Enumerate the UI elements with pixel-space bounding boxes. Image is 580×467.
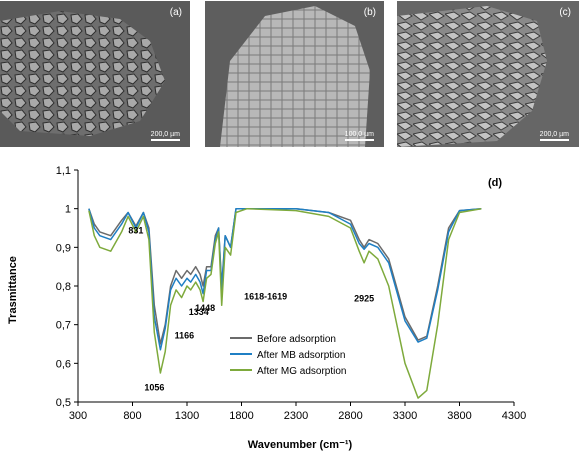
y-tick-label: 0,8 [56, 281, 71, 293]
x-tick-label: 2800 [338, 410, 362, 422]
y-tick-label: 0,5 [56, 397, 71, 409]
panel-label-c: (c) [559, 7, 571, 18]
peak-label: 831 [128, 226, 143, 236]
x-tick-label: 3800 [447, 410, 471, 422]
scale-bar-text-c: 200,0 µm [539, 131, 569, 138]
peak-label: 2925 [354, 293, 374, 303]
legend-entry: After MG adsorption [257, 366, 346, 377]
series-line-3 [88, 207, 482, 399]
legend-entry: After MB adsorption [257, 350, 345, 361]
x-tick-label: 4300 [502, 410, 526, 422]
sem-panel-a: (a) 200,0 µm [0, 1, 190, 147]
scale-bar-c: 200,0 µm [539, 131, 569, 141]
panel-label-b: (b) [363, 7, 376, 18]
x-tick-label: 2300 [284, 410, 308, 422]
y-tick-label: 1,1 [56, 165, 71, 177]
scale-bar-text-a: 200,0 µm [150, 131, 180, 138]
scale-bar-b: 100,0 µm [344, 131, 374, 141]
x-tick-label: 1300 [175, 410, 199, 422]
peak-label: 1334 [189, 307, 209, 317]
ftir-chart: 0,5 0,6 0,7 0,8 0,9 1 1,1 300 800 1300 1800 2300 280… [7, 165, 527, 451]
series-lines [88, 207, 482, 399]
y-tick-label: 0,9 [56, 242, 71, 254]
peak-label: 1166 [175, 330, 195, 340]
series-line-2 [88, 207, 482, 351]
peak-label: 1056 [144, 383, 164, 393]
panel-label-d: (d) [488, 177, 502, 189]
y-tick-label: 0,7 [56, 320, 71, 332]
y-tick-label: 1 [65, 204, 71, 216]
sem-panel-b: (b) 100,0 µm [205, 1, 384, 147]
sem-image-a [0, 1, 190, 147]
peak-label: 1448 [195, 303, 215, 313]
sem-image-b [205, 1, 384, 147]
y-axis-label: Trasmittance [7, 256, 19, 324]
peak-label: 1618-1619 [244, 291, 287, 301]
x-axis-label: Wavenumber (cm⁻¹) [248, 439, 353, 451]
x-tick-label: 800 [123, 410, 141, 422]
y-tick-label: 0,6 [56, 358, 71, 370]
legend: Before adsorption After MB adsorption Afte… [230, 334, 346, 377]
panel-label-a: (a) [169, 7, 182, 18]
sem-panel-c: (c) 200,0 µm [397, 1, 579, 147]
x-tick-label: 300 [69, 410, 87, 422]
axes: 0,5 0,6 0,7 0,8 0,9 1 1,1 300 800 1300 1800 2300 280… [56, 165, 527, 422]
legend-entry: Before adsorption [257, 334, 336, 345]
x-tick-label: 1800 [229, 410, 253, 422]
scale-bar-a: 200,0 µm [150, 131, 180, 141]
sem-image-c [397, 1, 579, 147]
x-tick-label: 3300 [393, 410, 417, 422]
scale-bar-text-b: 100,0 µm [344, 131, 374, 138]
